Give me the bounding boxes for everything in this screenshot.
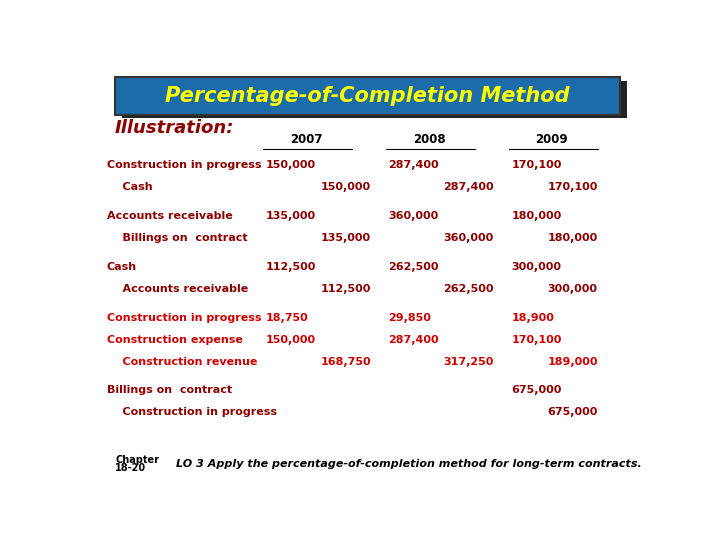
Text: 675,000: 675,000	[547, 407, 598, 417]
Text: 287,400: 287,400	[389, 335, 439, 345]
Text: Construction in progress: Construction in progress	[107, 407, 276, 417]
Text: 150,000: 150,000	[266, 160, 316, 171]
Text: LO 3 Apply the percentage-of-completion method for long-term contracts.: LO 3 Apply the percentage-of-completion …	[176, 459, 642, 469]
Text: Chapter: Chapter	[115, 455, 159, 465]
Text: 2008: 2008	[413, 133, 445, 146]
Text: 112,500: 112,500	[266, 262, 316, 272]
Text: Illustration:: Illustration:	[115, 119, 235, 137]
Text: 170,100: 170,100	[511, 335, 562, 345]
Text: Billings on  contract: Billings on contract	[107, 386, 232, 395]
FancyBboxPatch shape	[122, 80, 627, 118]
Text: Cash: Cash	[107, 262, 137, 272]
Text: Construction expense: Construction expense	[107, 335, 243, 345]
Text: 18-20: 18-20	[115, 463, 146, 473]
Text: 675,000: 675,000	[511, 386, 562, 395]
Text: 150,000: 150,000	[320, 183, 371, 192]
Text: 189,000: 189,000	[547, 357, 598, 367]
Text: 2009: 2009	[536, 133, 568, 146]
Text: 180,000: 180,000	[511, 211, 562, 221]
Text: Billings on  contract: Billings on contract	[107, 233, 248, 243]
Text: 170,100: 170,100	[547, 183, 598, 192]
Text: 360,000: 360,000	[444, 233, 493, 243]
Text: 2007: 2007	[290, 133, 323, 146]
Text: 287,400: 287,400	[444, 183, 494, 192]
Text: 360,000: 360,000	[389, 211, 438, 221]
Text: Construction in progress: Construction in progress	[107, 160, 261, 171]
Text: 300,000: 300,000	[548, 284, 598, 294]
Text: Accounts receivable: Accounts receivable	[107, 211, 233, 221]
Text: 135,000: 135,000	[266, 211, 316, 221]
Text: Cash: Cash	[107, 183, 153, 192]
Text: 135,000: 135,000	[320, 233, 371, 243]
Text: 262,500: 262,500	[389, 262, 439, 272]
Text: 18,750: 18,750	[266, 313, 308, 322]
Text: Accounts receivable: Accounts receivable	[107, 284, 248, 294]
Text: 170,100: 170,100	[511, 160, 562, 171]
Text: Construction in progress: Construction in progress	[107, 313, 261, 322]
Text: Construction revenue: Construction revenue	[107, 357, 257, 367]
Text: 112,500: 112,500	[320, 284, 371, 294]
Text: 18,900: 18,900	[511, 313, 554, 322]
Text: 180,000: 180,000	[547, 233, 598, 243]
Text: Percentage-of-Completion Method: Percentage-of-Completion Method	[165, 86, 570, 106]
Text: 168,750: 168,750	[320, 357, 371, 367]
Text: 262,500: 262,500	[444, 284, 494, 294]
Text: 150,000: 150,000	[266, 335, 316, 345]
Text: 300,000: 300,000	[511, 262, 562, 272]
FancyBboxPatch shape	[115, 77, 620, 114]
Text: 287,400: 287,400	[389, 160, 439, 171]
Text: 29,850: 29,850	[389, 313, 431, 322]
Text: 317,250: 317,250	[444, 357, 494, 367]
